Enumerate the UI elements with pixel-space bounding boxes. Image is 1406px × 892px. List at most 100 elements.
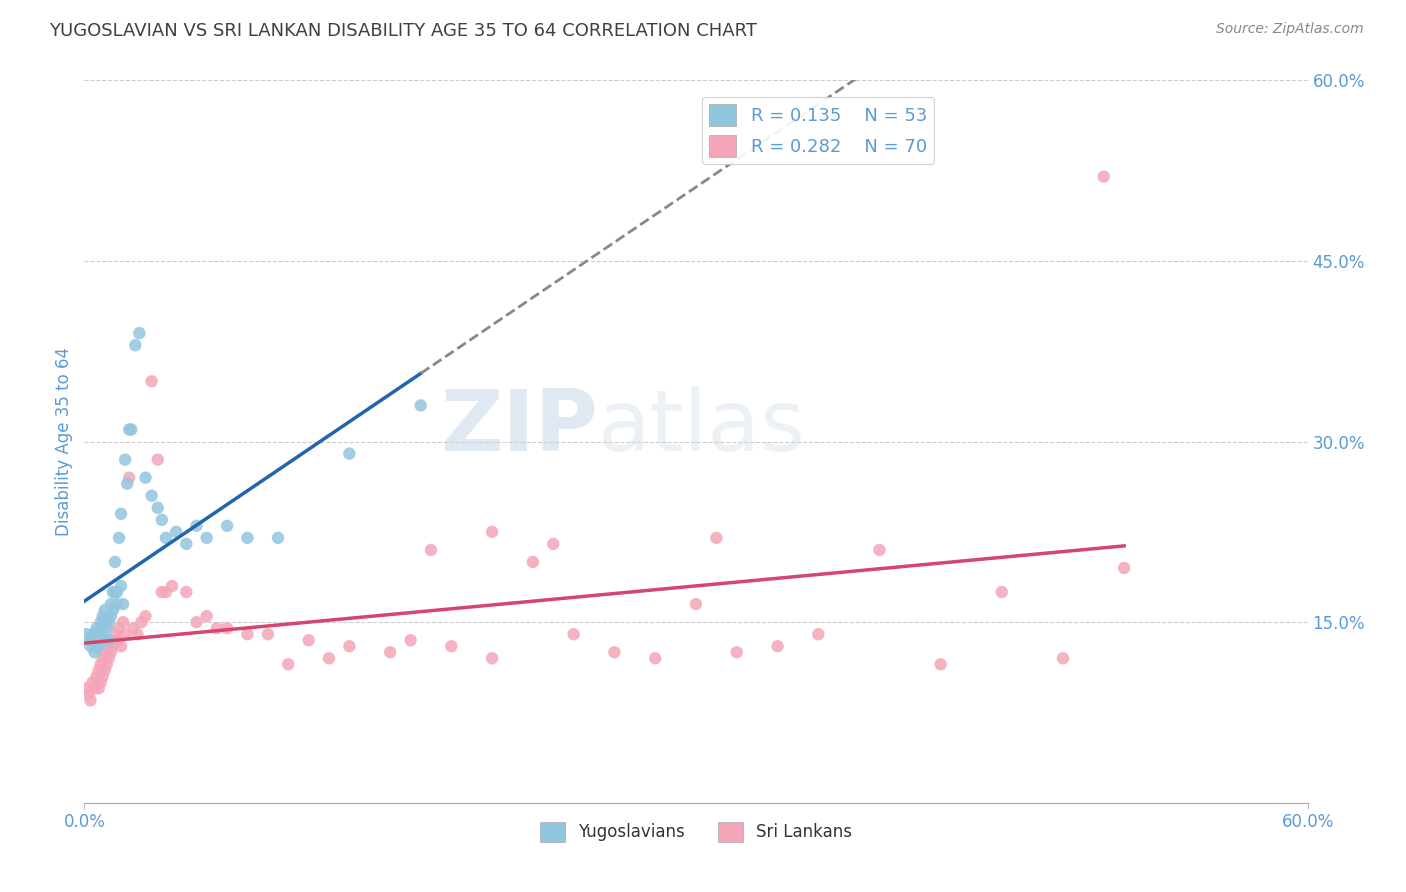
Point (481, 524, 503, 539)
Point (105, 633, 128, 648)
Point (217, 518, 239, 533)
Text: Source: ZipAtlas.com: Source: ZipAtlas.com (1216, 22, 1364, 37)
Point (93, 603, 115, 617)
Point (87, 664, 110, 678)
Point (603, 645, 626, 659)
Point (96, 657, 118, 672)
Point (127, 627, 149, 641)
Point (205, 621, 228, 635)
Point (706, 531, 728, 545)
Point (150, 513, 173, 527)
Point (120, 422, 142, 436)
Point (96, 609, 118, 624)
Point (118, 422, 141, 436)
Point (108, 621, 131, 635)
Point (83, 633, 105, 648)
Point (380, 645, 402, 659)
Point (87, 627, 110, 641)
Point (440, 639, 463, 653)
Point (104, 585, 127, 599)
Point (725, 645, 748, 659)
Point (97, 633, 120, 648)
Point (217, 621, 239, 635)
Point (87, 639, 110, 653)
Point (339, 446, 361, 460)
Text: YUGOSLAVIAN VS SRI LANKAN DISABILITY AGE 35 TO 64 CORRELATION CHART: YUGOSLAVIAN VS SRI LANKAN DISABILITY AGE… (49, 22, 758, 40)
Point (86, 669, 108, 683)
Point (90, 675, 112, 690)
Point (96, 639, 118, 653)
Point (90, 615, 112, 630)
Point (86, 621, 108, 635)
Point (110, 507, 132, 521)
Point (114, 452, 136, 467)
Point (86, 639, 108, 653)
Point (87, 681, 110, 696)
Point (685, 597, 707, 611)
Point (108, 531, 131, 545)
Point (195, 609, 218, 624)
Point (160, 579, 183, 593)
Point (186, 518, 208, 533)
Point (146, 452, 169, 467)
Point (101, 585, 124, 599)
Point (481, 651, 503, 665)
Point (318, 651, 340, 665)
Point (82, 627, 104, 641)
Point (128, 326, 150, 340)
Point (93, 633, 115, 648)
Point (75, 681, 97, 696)
Point (91, 621, 114, 635)
Point (101, 639, 124, 653)
Point (104, 627, 127, 641)
Point (86, 675, 108, 690)
Point (114, 627, 136, 641)
Point (135, 470, 157, 484)
Point (929, 657, 952, 672)
Point (91, 609, 114, 624)
Point (522, 555, 544, 569)
Point (991, 585, 1014, 599)
Point (409, 398, 432, 412)
Point (165, 524, 187, 539)
Point (150, 585, 173, 599)
Point (195, 531, 218, 545)
Point (118, 470, 141, 484)
Point (115, 476, 138, 491)
Point (97, 633, 120, 648)
Point (146, 500, 169, 515)
Point (83, 645, 105, 659)
Point (141, 374, 163, 388)
Point (101, 603, 124, 617)
Point (100, 645, 122, 659)
Point (562, 627, 585, 641)
Point (93, 645, 115, 659)
Point (298, 633, 321, 648)
Point (236, 531, 259, 545)
Point (122, 621, 145, 635)
Point (100, 609, 122, 624)
Point (97, 615, 120, 630)
Point (399, 633, 422, 648)
Y-axis label: Disability Age 35 to 64: Disability Age 35 to 64 (55, 347, 73, 536)
Point (869, 542, 891, 557)
Point (339, 639, 361, 653)
Point (155, 585, 177, 599)
Point (236, 627, 259, 641)
Point (83, 681, 105, 696)
Legend: Yugoslavians, Sri Lankans: Yugoslavians, Sri Lankans (533, 815, 859, 848)
Text: ZIP: ZIP (440, 385, 598, 468)
Point (91, 651, 114, 665)
Point (174, 537, 197, 551)
Point (1052, 651, 1074, 665)
Point (141, 489, 163, 503)
Point (105, 597, 128, 611)
Point (267, 531, 290, 545)
Point (104, 555, 127, 569)
Point (124, 338, 146, 352)
Point (77, 633, 100, 648)
Point (105, 585, 128, 599)
Point (90, 657, 112, 672)
Point (110, 579, 132, 593)
Point (112, 597, 135, 611)
